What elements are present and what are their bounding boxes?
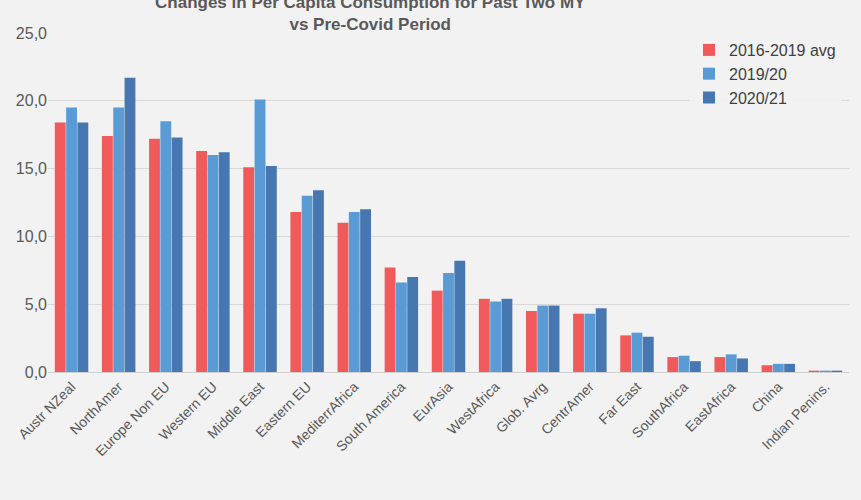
svg-text:EurAsia: EurAsia — [410, 378, 456, 424]
svg-text:EastAfrica: EastAfrica — [682, 378, 739, 435]
svg-text:South America: South America — [333, 378, 409, 454]
svg-text:Eastern EU: Eastern EU — [252, 379, 314, 441]
svg-text:NorthAmer: NorthAmer — [67, 378, 126, 437]
svg-text:25,0: 25,0 — [16, 25, 47, 42]
svg-text:2020/21: 2020/21 — [729, 90, 787, 107]
svg-text:China: China — [748, 378, 785, 415]
svg-text:SouthAfrica: SouthAfrica — [629, 378, 692, 441]
svg-text:Europe Non EU: Europe Non EU — [92, 379, 173, 460]
svg-text:2016-2019 avg: 2016-2019 avg — [729, 42, 836, 59]
svg-text:0,0: 0,0 — [25, 364, 47, 381]
svg-text:Far East: Far East — [595, 378, 644, 427]
svg-text:10,0: 10,0 — [16, 228, 47, 245]
svg-text:Glob. Avrg: Glob. Avrg — [492, 379, 549, 436]
svg-text:Middle East: Middle East — [204, 378, 267, 441]
svg-text:15,0: 15,0 — [16, 160, 47, 177]
svg-text:MediterrAfrica: MediterrAfrica — [288, 378, 361, 451]
svg-text:20,0: 20,0 — [16, 92, 47, 109]
svg-text:Austr NZeal: Austr NZeal — [15, 379, 79, 443]
svg-text:CentrAmer: CentrAmer — [538, 378, 597, 437]
svg-text:5,0: 5,0 — [25, 296, 47, 313]
svg-text:WestAfrica: WestAfrica — [444, 378, 503, 437]
svg-text:2019/20: 2019/20 — [729, 66, 787, 83]
svg-text:Indian Penins.: Indian Penins. — [758, 379, 832, 453]
svg-text:Changes in Per Capita Consumpt: Changes in Per Capita Consumption for Pa… — [155, 0, 586, 34]
svg-text:Western EU: Western EU — [155, 379, 220, 444]
